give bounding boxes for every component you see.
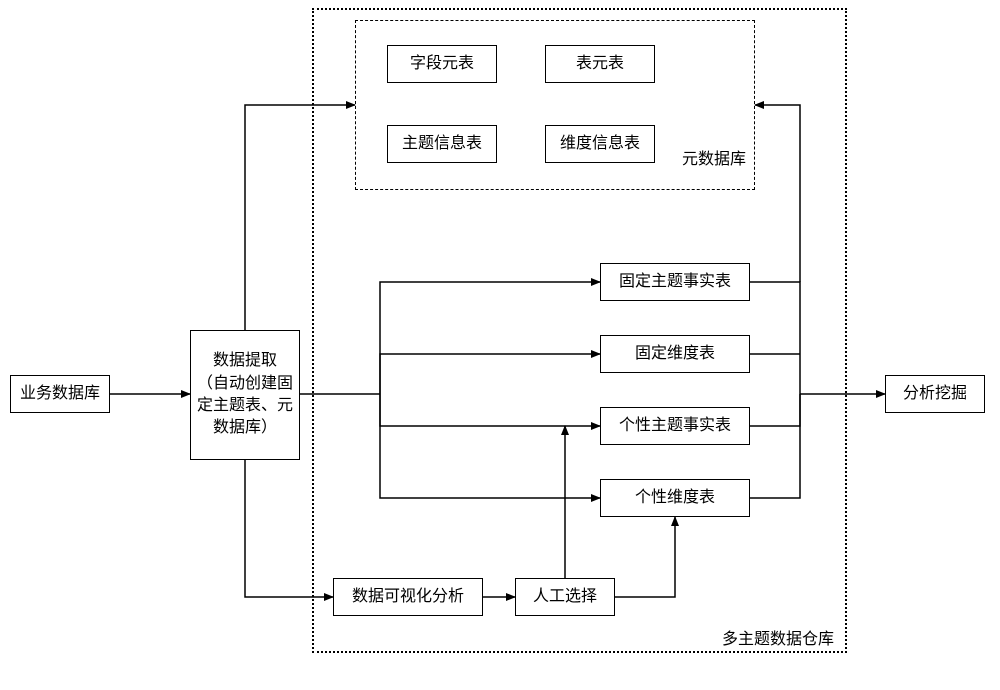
manual-select-box: 人工选择 xyxy=(515,578,615,616)
data-viz-box: 数据可视化分析 xyxy=(333,578,483,616)
table-meta-box: 表元表 xyxy=(545,45,655,83)
metadata-db-label: 元数据库 xyxy=(680,145,748,169)
analysis-mining-box: 分析挖掘 xyxy=(885,375,985,413)
warehouse-label: 多主题数据仓库 xyxy=(720,625,836,649)
topic-info-box: 主题信息表 xyxy=(387,125,497,163)
fixed-dim-box: 固定维度表 xyxy=(600,335,750,373)
fixed-topic-fact-box: 固定主题事实表 xyxy=(600,263,750,301)
field-meta-box: 字段元表 xyxy=(387,45,497,83)
data-extract-box: 数据提取 （自动创建固定主题表、元数据库） xyxy=(190,330,300,460)
personal-topic-fact-box: 个性主题事实表 xyxy=(600,407,750,445)
business-db-box: 业务数据库 xyxy=(10,375,110,413)
personal-dim-box: 个性维度表 xyxy=(600,479,750,517)
dim-info-box: 维度信息表 xyxy=(545,125,655,163)
